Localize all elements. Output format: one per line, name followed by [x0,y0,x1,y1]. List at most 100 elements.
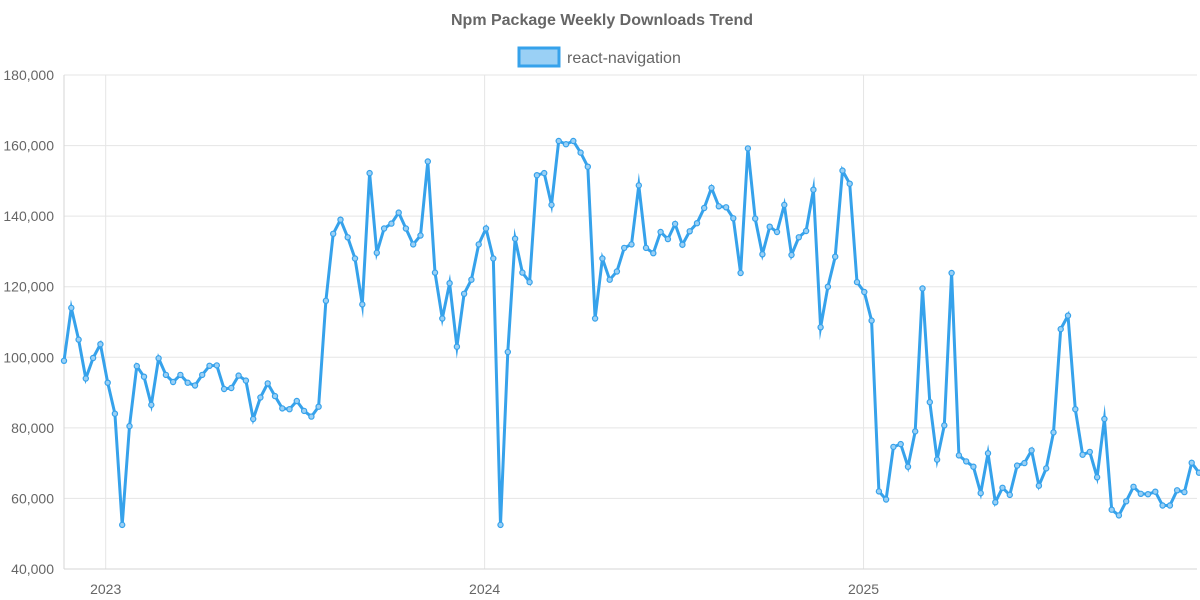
data-point[interactable] [380,225,388,232]
data-point[interactable] [853,278,861,286]
data-point[interactable] [810,186,817,193]
data-point[interactable] [1137,490,1145,497]
data-point[interactable] [933,456,941,463]
data-point[interactable] [511,235,519,242]
data-point[interactable] [1159,502,1166,509]
data-point[interactable] [490,255,497,262]
data-point[interactable] [431,269,439,276]
data-point[interactable] [1050,429,1057,436]
data-point[interactable] [373,249,380,256]
data-point[interactable] [1181,488,1188,496]
data-point[interactable] [1122,498,1130,505]
data-point[interactable] [97,341,104,348]
data-point[interactable] [439,315,446,322]
data-point[interactable] [213,362,220,369]
data-point[interactable] [650,249,657,257]
data-point[interactable] [475,241,482,248]
data-point[interactable] [271,392,279,400]
data-point[interactable] [286,406,293,413]
data-point[interactable] [1064,312,1072,319]
data-point[interactable] [300,407,308,415]
data-point[interactable] [882,496,890,503]
data-point[interactable] [359,301,366,308]
data-point[interactable] [802,227,810,235]
data-point[interactable] [198,371,206,379]
data-point[interactable] [1042,465,1050,472]
data-point[interactable] [977,489,984,497]
data-point[interactable] [1152,488,1159,495]
data-point[interactable] [177,371,184,379]
data-point[interactable] [817,324,824,331]
data-point[interactable] [191,382,199,389]
data-point[interactable] [664,235,672,243]
data-point[interactable] [264,380,271,387]
data-point[interactable] [824,283,832,290]
data-point[interactable] [1144,491,1152,498]
data-point[interactable] [1108,506,1115,513]
data-point[interactable] [1115,512,1123,519]
data-point[interactable] [941,422,948,429]
data-point[interactable] [671,220,679,228]
data-point[interactable] [686,228,693,235]
data-point[interactable] [249,415,257,423]
data-point[interactable] [773,228,781,236]
data-point[interactable] [140,373,148,380]
data-point[interactable] [635,182,643,189]
data-point[interactable] [169,378,177,386]
data-point[interactable] [657,228,664,236]
data-point[interactable] [984,450,992,457]
data-point[interactable] [992,499,999,506]
data-point[interactable] [912,428,919,435]
data-point[interactable] [60,357,68,364]
data-point[interactable] [1188,459,1195,466]
data-point[interactable] [839,167,846,174]
data-point[interactable] [548,201,555,209]
data-point[interactable] [1101,415,1108,423]
data-point[interactable] [1072,406,1079,413]
data-point[interactable] [1057,325,1064,333]
data-point[interactable] [242,377,250,384]
data-point[interactable] [999,484,1006,491]
data-point[interactable] [781,201,788,209]
data-point[interactable] [155,355,162,362]
data-point[interactable] [1093,474,1101,481]
data-point[interactable] [133,362,140,370]
data-point[interactable] [1028,447,1035,454]
data-point[interactable] [89,354,97,362]
data-point[interactable] [715,203,723,210]
data-point[interactable] [577,149,584,156]
data-point[interactable] [1079,451,1086,458]
data-point[interactable] [708,184,715,192]
data-point[interactable] [206,362,213,369]
data-point[interactable] [752,215,759,222]
data-point[interactable] [766,223,773,230]
data-point[interactable] [453,343,461,350]
data-point[interactable] [570,137,577,145]
data-point[interactable] [832,253,839,260]
data-point[interactable] [460,290,468,297]
data-point[interactable] [104,379,111,386]
legend[interactable]: react-navigation [517,46,681,68]
data-point[interactable] [926,398,934,406]
data-point[interactable] [395,209,402,216]
data-point[interactable] [1166,502,1174,509]
data-point[interactable] [759,251,766,258]
data-point[interactable] [897,440,904,448]
data-point[interactable] [679,241,686,248]
data-point[interactable] [118,521,126,529]
data-point[interactable] [730,215,737,222]
data-point[interactable] [591,315,599,322]
data-point[interactable] [82,375,90,382]
data-point[interactable] [737,269,744,277]
data-point[interactable] [482,225,490,232]
data-point[interactable] [235,372,242,379]
data-point[interactable] [948,269,955,277]
legend-swatch[interactable] [517,46,561,68]
data-point[interactable] [351,255,359,262]
data-point[interactable] [526,278,533,286]
data-point[interactable] [293,397,300,405]
data-point[interactable] [504,348,511,356]
legend-label[interactable]: react-navigation [567,50,681,67]
data-point[interactable] [220,385,228,393]
data-point[interactable] [955,452,963,459]
